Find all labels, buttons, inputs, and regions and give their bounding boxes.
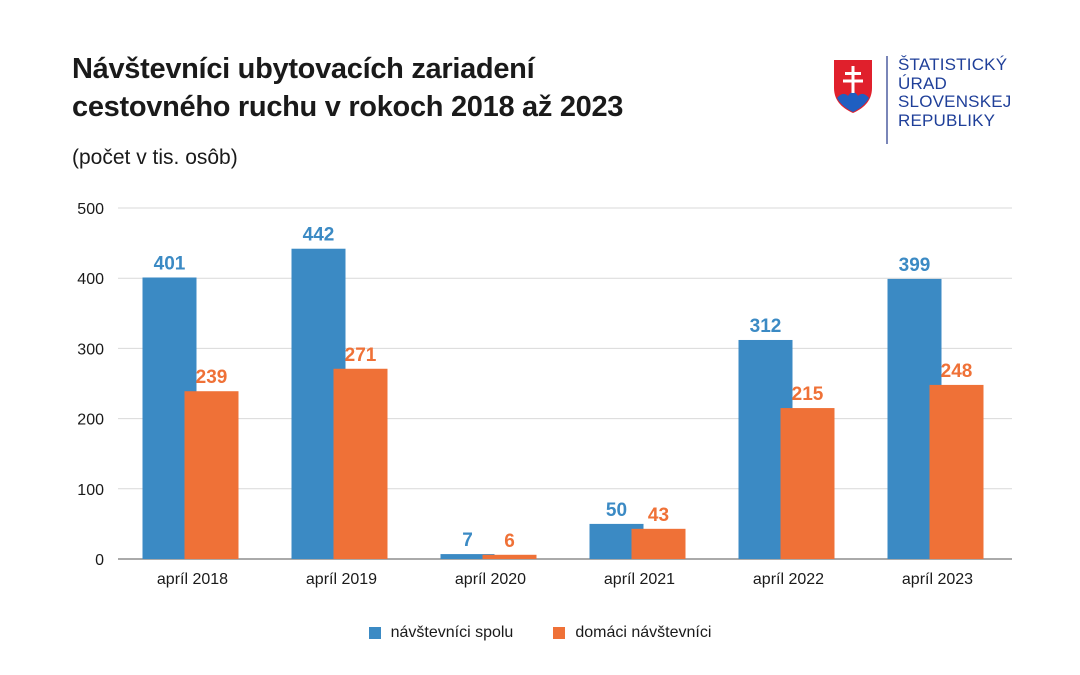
legend-swatch-blue: [368, 627, 381, 639]
x-tick-label: apríl 2022: [753, 571, 824, 588]
bar-domestic: [333, 368, 388, 559]
y-tick-label: 300: [77, 341, 104, 358]
data-label: 312: [750, 316, 782, 337]
y-tick-label: 0: [95, 552, 104, 569]
data-label: 43: [648, 505, 669, 526]
bar-domestic: [482, 554, 537, 559]
data-label: 215: [792, 384, 824, 405]
x-tick-label: apríl 2018: [157, 571, 228, 588]
legend-swatch-orange: [553, 627, 566, 639]
bar-total: [440, 554, 495, 559]
x-tick-label: apríl 2023: [902, 571, 973, 588]
bar-domestic: [184, 391, 239, 559]
chart-title: Návštevníci ubytovacích zariadení cestov…: [72, 50, 752, 126]
data-label: 6: [504, 531, 515, 552]
legend-item-total: návštevníci spolu: [368, 624, 514, 642]
org-line: ŠTATISTICKÝ: [898, 55, 1008, 74]
chart-title-line-1: Návštevníci ubytovacích zariadení: [72, 53, 535, 85]
y-tick-label: 200: [77, 412, 104, 429]
x-tick-label: apríl 2020: [455, 571, 526, 588]
slovak-coat-of-arms-icon: [834, 60, 872, 113]
x-tick-label: apríl 2019: [306, 571, 377, 588]
org-line: ÚRAD: [898, 73, 947, 93]
org-line: SLOVENSKEJ: [898, 92, 1012, 111]
y-tick-label: 500: [77, 201, 104, 218]
data-label: 271: [345, 345, 377, 366]
bar-domestic: [780, 408, 835, 559]
data-label: 7: [462, 530, 473, 551]
logo-divider: [886, 56, 888, 144]
legend-label: domáci návštevníci: [575, 624, 712, 641]
chart-legend: návštevníci spolu domáci návštevníci: [0, 624, 1080, 642]
organization-name: ŠTATISTICKÝ ÚRAD SLOVENSKEJ REPUBLIKY: [898, 55, 1038, 130]
data-label: 239: [196, 367, 228, 388]
legend-label: návštevníci spolu: [390, 624, 514, 641]
data-label: 50: [606, 500, 627, 521]
legend-item-domestic: domáci návštevníci: [553, 624, 711, 642]
data-label: 401: [154, 253, 186, 274]
x-tick-label: apríl 2021: [604, 571, 675, 588]
org-line: REPUBLIKY: [898, 110, 996, 130]
data-label: 248: [941, 361, 973, 382]
data-label: 399: [899, 255, 931, 276]
bar-domestic: [929, 384, 984, 559]
y-tick-label: 400: [77, 271, 104, 288]
statistical-office-logo: ŠTATISTICKÝ ÚRAD SLOVENSKEJ REPUBLIKY: [832, 55, 1032, 146]
bar-domestic: [631, 528, 686, 559]
y-tick-label: 100: [77, 482, 104, 499]
data-label: 442: [303, 225, 335, 246]
chart-title-line-2: cestovného ruchu v rokoch 2018 až 2023: [72, 91, 624, 123]
chart-subtitle: (počet v tis. osôb): [72, 146, 238, 169]
